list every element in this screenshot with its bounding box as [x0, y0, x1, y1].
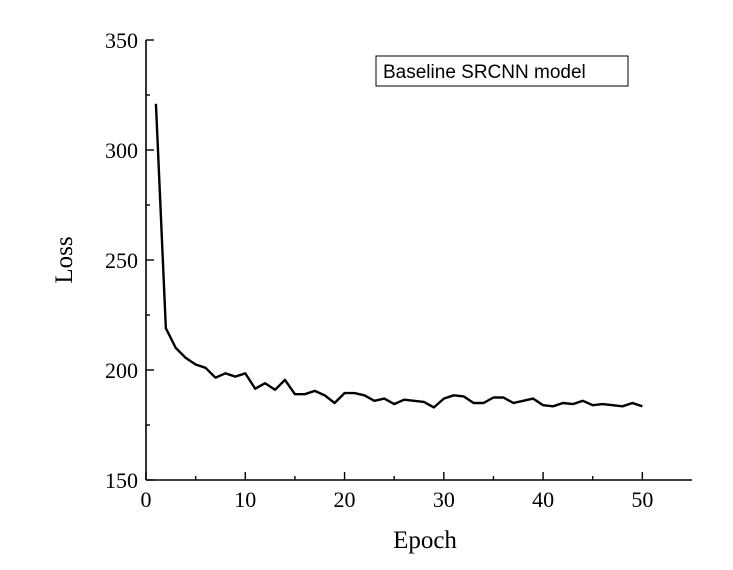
ticks: 0 10 20 30 40 50 150 200 250 300 350	[105, 28, 653, 512]
x-tick-label: 20	[334, 487, 356, 512]
axes	[145, 40, 692, 481]
x-axis-title: Epoch	[393, 527, 457, 554]
x-tick-label: 10	[234, 487, 256, 512]
y-axis-title: Loss	[51, 236, 78, 283]
x-tick-label: 30	[433, 487, 455, 512]
y-tick-label: 200	[105, 358, 138, 383]
series-layer	[154, 103, 643, 409]
x-tick-label: 50	[631, 487, 653, 512]
y-tick-label: 150	[105, 468, 138, 493]
series-line	[154, 103, 643, 409]
legend: Baseline SRCNN model	[375, 55, 629, 87]
y-tick-label: 250	[105, 248, 138, 273]
legend-box	[375, 55, 629, 87]
y-tick-label: 300	[105, 138, 138, 163]
legend-label: Baseline SRCNN model	[383, 62, 586, 83]
y-tick-label: 350	[105, 28, 138, 53]
x-tick-label: 0	[141, 487, 152, 512]
x-tick-label: 40	[532, 487, 554, 512]
